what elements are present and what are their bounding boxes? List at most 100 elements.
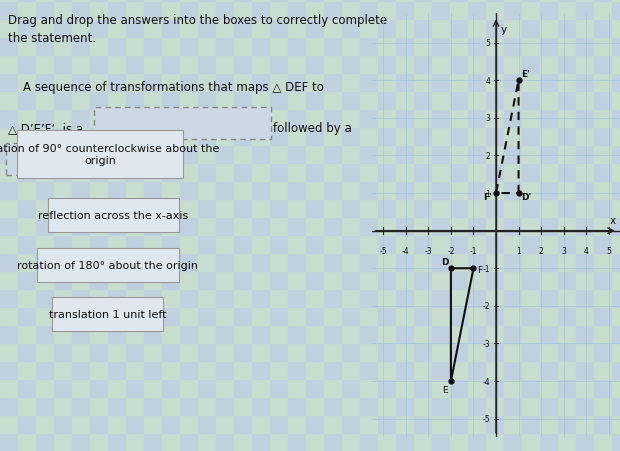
Bar	[486, 2, 504, 20]
Bar	[18, 2, 36, 20]
Bar	[504, 379, 522, 397]
Bar	[216, 361, 234, 379]
Bar	[108, 307, 126, 325]
Bar	[18, 92, 36, 110]
Bar	[270, 415, 288, 433]
FancyBboxPatch shape	[37, 248, 179, 282]
Bar	[54, 199, 72, 217]
Bar	[432, 361, 450, 379]
Bar	[504, 290, 522, 307]
Bar	[522, 128, 540, 146]
Bar	[126, 397, 144, 415]
Bar	[306, 2, 324, 20]
Bar	[36, 361, 54, 379]
Bar	[270, 397, 288, 415]
Bar	[270, 110, 288, 128]
Text: 5: 5	[606, 246, 611, 255]
Bar	[342, 182, 360, 199]
Bar	[72, 290, 90, 307]
Bar	[216, 253, 234, 272]
Bar	[504, 2, 522, 20]
Bar	[594, 199, 612, 217]
Bar	[252, 38, 270, 56]
Bar	[540, 164, 558, 182]
Bar	[90, 92, 108, 110]
Bar	[342, 20, 360, 38]
Bar	[72, 0, 90, 2]
Bar	[576, 272, 594, 290]
Bar	[558, 92, 576, 110]
Text: -5: -5	[379, 246, 387, 255]
Bar	[324, 343, 342, 361]
Bar	[198, 217, 216, 235]
Bar	[540, 272, 558, 290]
Bar	[450, 235, 468, 253]
Bar	[396, 235, 414, 253]
Bar	[270, 272, 288, 290]
Bar	[306, 182, 324, 199]
Bar	[36, 217, 54, 235]
Bar	[576, 199, 594, 217]
Bar	[180, 128, 198, 146]
Bar	[522, 325, 540, 343]
Bar	[396, 379, 414, 397]
Bar	[162, 164, 180, 182]
Text: D: D	[441, 258, 448, 267]
Bar	[126, 146, 144, 164]
Bar	[540, 253, 558, 272]
Bar	[108, 20, 126, 38]
Bar	[612, 235, 620, 253]
Bar	[450, 379, 468, 397]
Bar	[558, 343, 576, 361]
Bar	[0, 272, 18, 290]
Bar	[162, 415, 180, 433]
Bar	[612, 272, 620, 290]
Bar	[306, 235, 324, 253]
Bar	[414, 235, 432, 253]
Bar	[342, 92, 360, 110]
Bar	[324, 361, 342, 379]
Bar	[288, 235, 306, 253]
Bar	[414, 361, 432, 379]
Bar	[144, 146, 162, 164]
Bar	[342, 253, 360, 272]
Bar	[360, 2, 378, 20]
Bar	[162, 38, 180, 56]
Bar	[468, 307, 486, 325]
Bar	[396, 110, 414, 128]
Bar	[234, 110, 252, 128]
Bar	[432, 397, 450, 415]
Bar	[576, 164, 594, 182]
Bar	[522, 38, 540, 56]
Bar	[162, 92, 180, 110]
Bar	[180, 38, 198, 56]
Bar	[558, 20, 576, 38]
Bar	[594, 56, 612, 74]
Bar	[72, 2, 90, 20]
Bar	[396, 2, 414, 20]
Bar	[234, 290, 252, 307]
Bar	[432, 56, 450, 74]
Bar	[306, 415, 324, 433]
Bar	[594, 217, 612, 235]
Bar	[144, 272, 162, 290]
Bar	[252, 307, 270, 325]
Bar	[162, 2, 180, 20]
Bar	[468, 272, 486, 290]
Bar	[576, 146, 594, 164]
Bar	[576, 0, 594, 2]
Bar	[540, 361, 558, 379]
Bar	[612, 146, 620, 164]
Bar	[180, 110, 198, 128]
Bar	[360, 56, 378, 74]
Bar	[612, 361, 620, 379]
Bar	[486, 199, 504, 217]
Bar	[126, 2, 144, 20]
Text: 4: 4	[584, 246, 588, 255]
Bar	[144, 110, 162, 128]
Bar	[468, 235, 486, 253]
Bar	[558, 379, 576, 397]
Bar	[36, 235, 54, 253]
Bar	[90, 415, 108, 433]
Bar	[450, 343, 468, 361]
